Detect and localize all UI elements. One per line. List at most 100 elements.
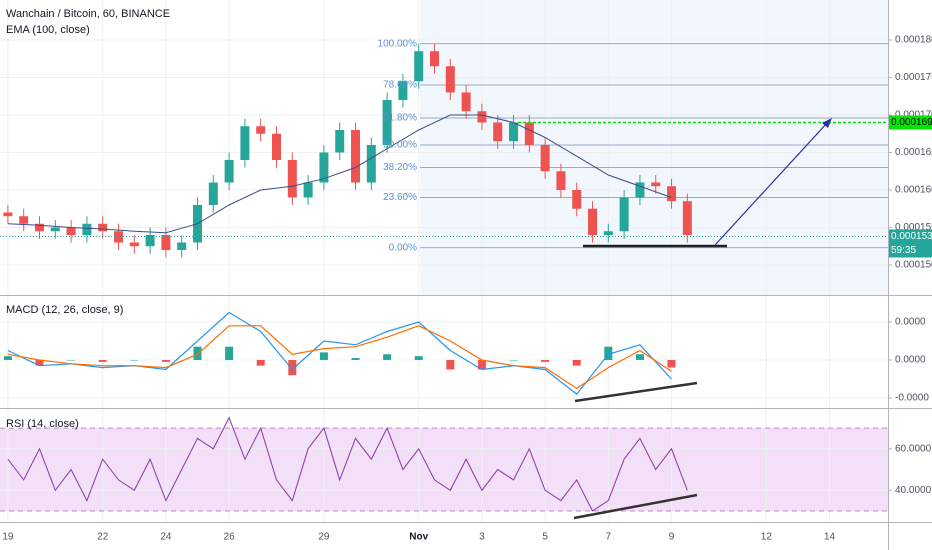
candle-body xyxy=(351,129,361,183)
histogram-bar xyxy=(604,346,613,360)
x-tick-label: 29 xyxy=(318,532,330,543)
candle-body xyxy=(50,227,60,232)
legend-entry: EMA (100, close) xyxy=(6,24,90,36)
fib-label: 23.60% xyxy=(383,192,417,203)
rsi-line xyxy=(7,416,688,512)
x-tick-label: 26 xyxy=(224,532,236,543)
pane-title: RSI (14, close) xyxy=(6,418,79,430)
candle-body xyxy=(398,81,408,100)
histogram-bar xyxy=(446,359,455,370)
trend-line xyxy=(573,493,698,520)
candle-body xyxy=(619,197,629,232)
fib-label: 38.20% xyxy=(383,162,417,173)
candle-body xyxy=(335,129,345,153)
y-tick-label: 0.0001550 xyxy=(895,222,932,233)
candle-body xyxy=(667,186,677,202)
x-tick-label: 3 xyxy=(479,532,485,543)
candle-body xyxy=(540,144,550,172)
histogram-bar xyxy=(256,359,265,366)
y-tick-label: 0.0001800 xyxy=(895,35,932,46)
candle-body xyxy=(556,171,566,190)
candle-body xyxy=(493,122,503,142)
y-tick-label: 0.0001700 xyxy=(895,110,932,121)
candle-body xyxy=(161,234,171,250)
candle-body xyxy=(177,242,187,250)
candle-body xyxy=(477,111,487,123)
candle-body xyxy=(256,126,266,134)
candle-body xyxy=(66,227,76,235)
candle-body xyxy=(319,152,329,183)
rsi-band xyxy=(0,428,888,512)
histogram-bar xyxy=(225,346,234,360)
x-tick-label: 5 xyxy=(542,532,548,543)
y-tick-label: 0.0001600 xyxy=(895,185,932,196)
histogram-bar xyxy=(509,359,518,361)
fib-area xyxy=(420,0,888,295)
fib-label: 61.80% xyxy=(383,113,417,124)
histogram-bar xyxy=(635,354,644,360)
histogram-bar xyxy=(130,359,139,361)
ema-line xyxy=(7,114,672,234)
x-tick-label: 12 xyxy=(761,532,773,543)
fib-label: 50.00% xyxy=(383,140,417,151)
candle-body xyxy=(509,122,519,142)
histogram-bar xyxy=(67,359,76,361)
countdown: 59:35 xyxy=(891,245,916,256)
candle-body xyxy=(414,51,424,82)
macd-line xyxy=(7,311,672,395)
x-tick-label: 22 xyxy=(97,532,109,543)
histogram-bar xyxy=(161,359,170,362)
y-tick-label: 0.0001750 xyxy=(895,72,932,83)
y-tick-label: -0.0000 xyxy=(895,393,929,404)
candle-body xyxy=(430,51,440,67)
candle-body xyxy=(224,159,234,183)
candle-body xyxy=(3,212,13,217)
candle-body xyxy=(572,189,582,209)
x-tick-label: 14 xyxy=(824,532,836,543)
y-tick-label: 0.0000 xyxy=(895,317,926,328)
candle-body xyxy=(635,182,645,198)
histogram-bar xyxy=(3,356,12,360)
histogram-bar xyxy=(319,352,328,360)
candle-body xyxy=(603,231,613,235)
candle-body xyxy=(82,223,92,235)
candle-body xyxy=(272,133,282,160)
candle-body xyxy=(114,231,124,243)
histogram-bar xyxy=(572,359,581,366)
histogram-bar xyxy=(477,359,486,370)
histogram-bar xyxy=(351,358,360,360)
candle-body xyxy=(303,182,313,198)
candle-body xyxy=(19,216,29,224)
x-tick-label: Nov xyxy=(409,532,428,543)
x-tick-label: 9 xyxy=(669,532,675,543)
histogram-bar xyxy=(193,346,202,360)
x-tick-label: 19 xyxy=(2,532,14,543)
countdown-box xyxy=(889,243,932,258)
candle-body xyxy=(129,242,139,247)
price-label: 0.0001538 xyxy=(891,231,932,242)
price-label-box xyxy=(889,115,932,130)
histogram-bar xyxy=(288,359,297,376)
histogram-bar xyxy=(383,354,392,360)
marks xyxy=(0,43,888,512)
candle-body xyxy=(35,223,45,232)
fib-label: 100.00% xyxy=(378,38,418,49)
y-tick-label: 0.0001650 xyxy=(895,147,932,158)
candle-body xyxy=(682,201,692,235)
candle-body xyxy=(208,182,218,205)
histogram-bar xyxy=(98,359,107,362)
x-tick-label: 24 xyxy=(160,532,172,543)
x-tick-label: 7 xyxy=(606,532,612,543)
candle-body xyxy=(240,126,250,160)
y-tick-label: 0.0001500 xyxy=(895,260,932,271)
projection-arrow xyxy=(714,121,829,246)
fib-label: 78.60% xyxy=(383,80,417,91)
macd-line xyxy=(7,325,672,390)
candle-body xyxy=(524,122,534,145)
candle-body xyxy=(588,208,598,235)
candle-body xyxy=(145,234,155,247)
candle-body xyxy=(382,99,392,145)
